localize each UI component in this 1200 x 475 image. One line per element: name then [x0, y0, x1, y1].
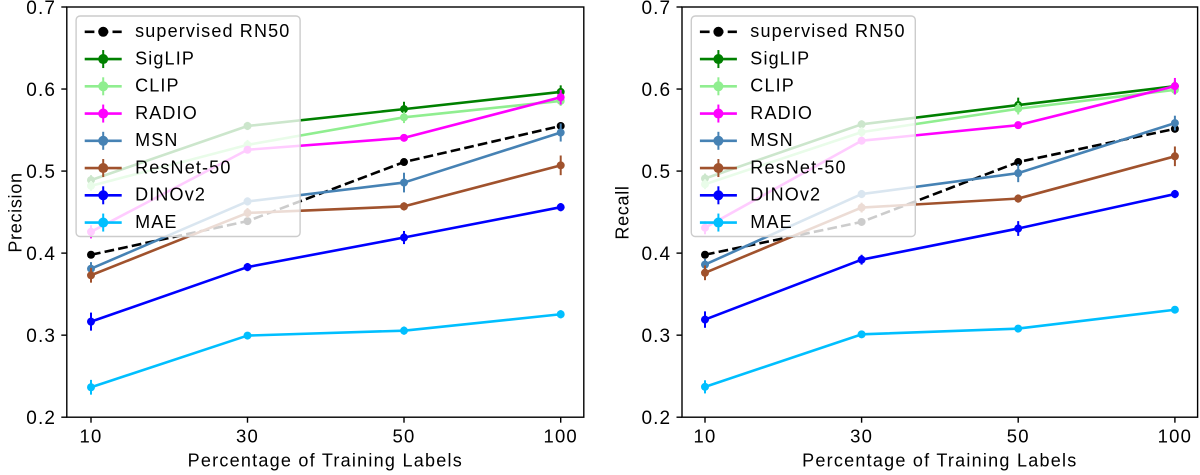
svg-text:50: 50: [1007, 426, 1030, 447]
svg-text:supervised RN50: supervised RN50: [135, 21, 290, 41]
svg-text:0.6: 0.6: [641, 80, 671, 101]
svg-text:0.5: 0.5: [641, 162, 671, 183]
svg-text:DINOv2: DINOv2: [135, 185, 206, 205]
svg-text:CLIP: CLIP: [750, 76, 795, 96]
svg-text:MAE: MAE: [135, 212, 177, 232]
svg-text:0.3: 0.3: [641, 326, 671, 347]
svg-text:0.3: 0.3: [26, 326, 56, 347]
svg-text:MSN: MSN: [135, 130, 178, 150]
svg-text:10: 10: [80, 426, 103, 447]
svg-text:MAE: MAE: [750, 212, 792, 232]
svg-text:CLIP: CLIP: [135, 76, 180, 96]
svg-text:ResNet-50: ResNet-50: [135, 157, 231, 177]
svg-text:RADIO: RADIO: [750, 103, 813, 123]
svg-text:RADIO: RADIO: [135, 103, 198, 123]
svg-text:Precision: Precision: [6, 172, 26, 252]
svg-text:0.6: 0.6: [26, 80, 56, 101]
svg-text:0.2: 0.2: [641, 408, 671, 429]
svg-text:30: 30: [236, 426, 259, 447]
svg-text:Percentage of Training Labels: Percentage of Training Labels: [188, 450, 463, 470]
svg-text:100: 100: [543, 426, 577, 447]
svg-text:0.4: 0.4: [26, 244, 56, 265]
svg-text:30: 30: [850, 426, 873, 447]
svg-text:SigLIP: SigLIP: [135, 48, 195, 68]
svg-text:Percentage of Training Labels: Percentage of Training Labels: [802, 450, 1077, 470]
svg-text:0.7: 0.7: [26, 0, 56, 19]
svg-text:DINOv2: DINOv2: [750, 185, 821, 205]
svg-text:0.2: 0.2: [26, 408, 56, 429]
svg-text:MSN: MSN: [750, 130, 793, 150]
svg-text:0.5: 0.5: [26, 162, 56, 183]
svg-text:supervised RN50: supervised RN50: [750, 21, 905, 41]
svg-text:SigLIP: SigLIP: [750, 48, 810, 68]
svg-text:0.7: 0.7: [641, 0, 671, 19]
svg-text:100: 100: [1158, 426, 1192, 447]
svg-text:0.4: 0.4: [641, 244, 671, 265]
svg-text:ResNet-50: ResNet-50: [750, 157, 846, 177]
svg-text:50: 50: [393, 426, 416, 447]
svg-text:10: 10: [694, 426, 717, 447]
svg-text:Recall: Recall: [613, 185, 633, 239]
